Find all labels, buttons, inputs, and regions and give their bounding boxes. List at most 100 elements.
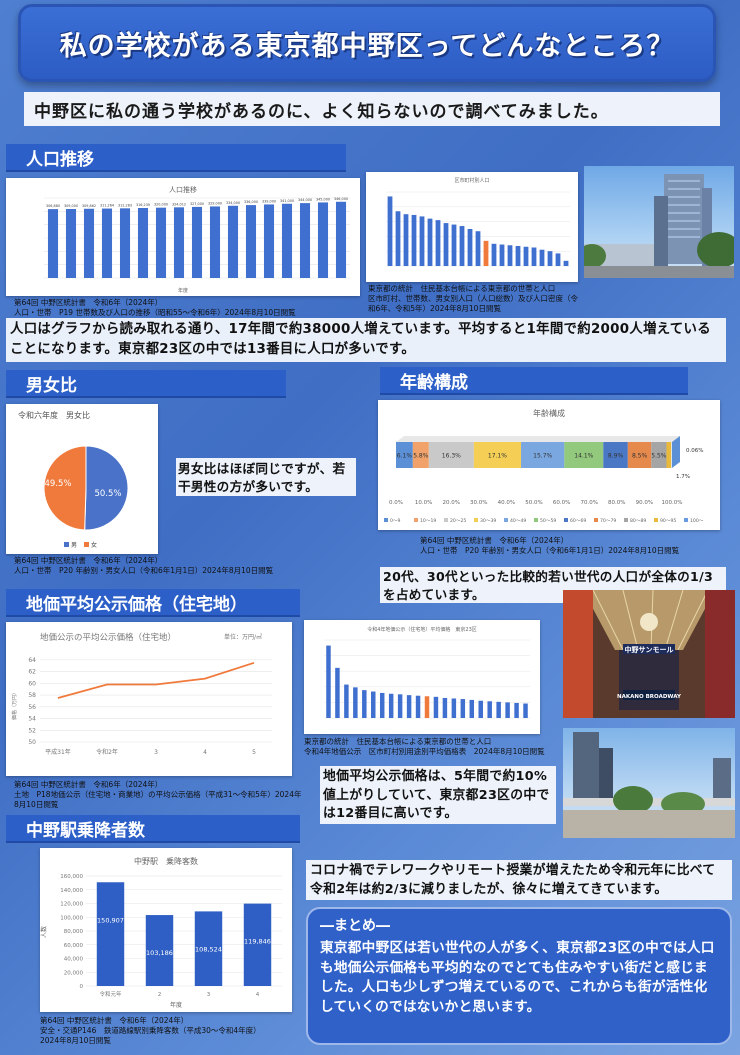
x-tick-label: 80.0%: [608, 500, 625, 506]
y-axis-label: 人数: [40, 926, 48, 938]
x-tick-label: 100.0%: [662, 500, 683, 506]
bar: [555, 253, 561, 266]
pie-slice-female: [43, 445, 87, 531]
data-label: 327,000: [190, 202, 204, 206]
legend-swatch: [474, 518, 478, 522]
bar: [424, 696, 430, 718]
y-tick-label: 64: [28, 657, 36, 664]
station-passenger-bar-chart: 中野駅 乗降客数 人数 年度 160,000 140,000 120,000 100,…: [40, 856, 282, 1009]
land-caption-1: 第64回 中野区統計書 令和6年（2024年） 土地 P18地価公示（住宅地・商…: [14, 780, 304, 809]
bar-top-face: [396, 436, 680, 442]
y-tick-label: 50: [28, 739, 36, 746]
data-label: 311,264: [100, 204, 114, 208]
segment-label: 16.3%: [442, 453, 461, 460]
caption-line: 東京都の統計 住民基本台帳による東京都の世帯と人口: [368, 284, 556, 293]
population-chart-panel: 人口推移 年度 306,880 309,000 309,862 311,264 312,…: [6, 178, 360, 296]
data-label: 329,000: [208, 201, 222, 205]
data-label: 339,000: [262, 199, 276, 203]
legend-swatch: [414, 518, 418, 522]
y-axis-label: 価格（万円）: [11, 690, 18, 720]
gender-chart-panel: 令和六年度 男女比 50.5% 49.5% 男 女: [6, 404, 158, 554]
y-tick-label: 20,000: [64, 970, 84, 976]
segment-label: 5.8%: [413, 453, 429, 460]
data-label: 306,880: [46, 204, 60, 208]
x-tick-label: 10.0%: [415, 500, 432, 506]
population-note: 人口はグラフから読み取れる通り、17年間で約38000人増えています。平均すると…: [6, 318, 726, 362]
data-label: 346,000: [334, 197, 348, 201]
land-price-line-chart: 地価公示の平均公示価格（住宅地） 単位：万円/㎡ 価格（万円） 64 62 60 58…: [11, 632, 272, 756]
bar: [335, 201, 347, 278]
chart-title: 令和4年地価公示（住宅地）平均価格 東京23区: [367, 626, 477, 633]
age-segment: [564, 442, 604, 468]
segment-label: 5.5%: [651, 453, 667, 460]
y-tick-label: 54: [28, 716, 36, 723]
bar: [65, 209, 77, 278]
caption-line: 令和4年地価公示 区市町村別用途別平均価格表 2024年8月10日閲覧: [304, 746, 545, 756]
segment-label: 15.7%: [533, 453, 552, 460]
bar: [96, 882, 125, 986]
y-tick-label: 60,000: [64, 943, 84, 949]
bar: [47, 209, 59, 278]
tree: [584, 244, 606, 268]
pie-label-male: 50.5%: [94, 489, 121, 499]
bar: [344, 684, 349, 718]
section-header-station: 中野駅乗降者数: [6, 815, 300, 843]
bar: [403, 214, 409, 266]
bar: [317, 202, 329, 278]
y-tick-label: 120,000: [60, 902, 83, 908]
bar: [137, 208, 149, 278]
y-tick-label: 160,000: [60, 874, 83, 880]
ward-population-bar-chart: 区市町村別人口: [386, 177, 570, 267]
bar: [379, 692, 385, 718]
caption-line: 第64回 中野区統計書 令和6年（2024年）: [14, 780, 163, 789]
legend-swatch: [594, 518, 598, 522]
age-caption: 第64回 中野区統計書 令和6年（2024年） 人口・世帯 P20 年齢別・男女…: [420, 536, 730, 556]
summary-body: 東京都中野区は若い世代の人が多く、東京都23区の中では人口も地価公示価格も平均的…: [320, 940, 715, 1016]
chart-title: 令和六年度 男女比: [18, 410, 90, 420]
nakano-office-photo: [584, 166, 734, 278]
legend-label: 100～: [690, 518, 704, 524]
caption-line: 区市町村、世帯数、男女別人口（人口総数）及び人口密度（令和6年、令和5年）202…: [368, 293, 578, 313]
y-tick-label: 62: [28, 669, 36, 676]
section-header-population: 人口推移: [6, 144, 346, 172]
tree: [613, 786, 653, 814]
price-line: [57, 661, 255, 699]
x-tick-label: 令和元年: [99, 990, 122, 998]
age-segment: [412, 442, 429, 468]
caption-line: 人口・世帯 P20 年齢別・男女人口（令和6年1月1日）2024年8月10日閲覧: [14, 565, 274, 575]
chart-title: 地価公示の平均公示価格（住宅地）: [40, 632, 176, 643]
legend-label: 10～19: [420, 518, 436, 524]
x-tick-label: 0.0%: [389, 500, 403, 506]
bar: [411, 214, 417, 266]
caption-line: 土地 P18地価公示（住宅地・商業地）の平均公示価格（平成31～令和5年）202…: [14, 789, 302, 809]
bar: [547, 251, 553, 266]
gender-caption: 第64回 中野区統計書 令和6年（2024年） 人口・世帯 P20 年齢別・男女…: [14, 556, 314, 576]
chart-unit: 単位：万円/㎡: [224, 633, 262, 641]
legend-label: 30～39: [480, 518, 496, 524]
gender-pie-chart: 令和六年度 男女比 50.5% 49.5% 男 女: [18, 410, 129, 549]
bar: [415, 695, 421, 718]
bar: [155, 207, 167, 278]
bar: [362, 690, 367, 718]
y-tick-label: 58: [28, 692, 36, 699]
legend-swatch: [684, 518, 688, 522]
data-label: 341,000: [280, 199, 294, 203]
legend-swatch: [564, 518, 568, 522]
ward-land-chart-panel: 令和4年地価公示（住宅地）平均価格 東京23区: [304, 620, 540, 734]
population-bar-chart: 人口推移 年度 306,880 309,000 309,862 311,264 312,…: [44, 185, 350, 294]
land-chart-panel: 地価公示の平均公示価格（住宅地） 単位：万円/㎡ 価格（万円） 64 62 60 58…: [6, 622, 292, 776]
x-tick-label: 2: [158, 992, 162, 998]
age-segment: [651, 442, 667, 468]
bar: [507, 245, 513, 266]
x-tick-label: 3: [154, 749, 158, 756]
caption-line: 人口・世帯 P20 年齢別・男女人口（令和6年1月1日）2024年8月10日閲覧: [420, 545, 680, 555]
x-axis-label: 年度: [170, 1001, 182, 1009]
data-label: 150,907: [97, 916, 124, 924]
bar: [145, 915, 174, 986]
tower-side: [654, 196, 668, 266]
x-tick-label: 3: [207, 992, 211, 998]
summary-box: ―まとめ― 東京都中野区は若い世代の人が多く、東京都23区の中では人口も地価公示…: [306, 907, 732, 1045]
caption-line: 第64回 中野区統計書 令和6年（2024年）: [14, 298, 163, 307]
chart-title: 区市町村別人口: [454, 177, 489, 184]
bar: [388, 693, 394, 718]
